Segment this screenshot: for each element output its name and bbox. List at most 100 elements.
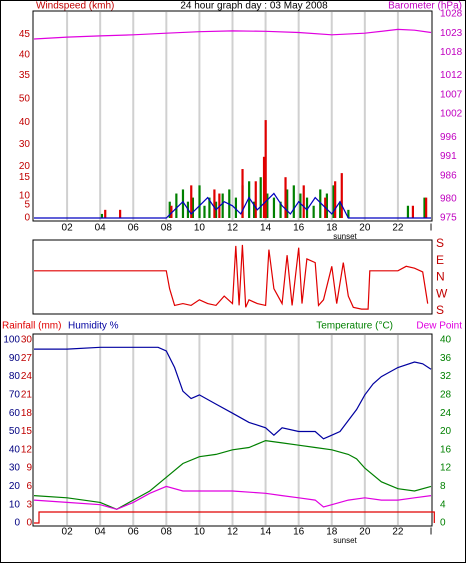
x-tick-label: 08: [161, 223, 173, 234]
bar: [292, 185, 295, 218]
y2-tick-label: 4: [440, 499, 446, 510]
y2-tick-label: 1002: [440, 109, 463, 120]
y2-tick-label: 1018: [440, 47, 463, 58]
x-tick-label: 16: [293, 223, 305, 234]
y2-tick-label: 980: [440, 193, 457, 204]
bar: [104, 209, 107, 218]
bar: [262, 156, 266, 218]
x-tick-label: 04: [95, 223, 107, 234]
y-tick-label: 90: [9, 353, 21, 364]
y2-tick-label: 975: [440, 213, 457, 224]
y2-tick-label: 40: [440, 335, 452, 346]
y2-tick-label: 20: [440, 426, 452, 437]
x-tick-label: 22: [392, 223, 404, 234]
series-line: [34, 244, 429, 310]
x-tick-label: 12: [227, 527, 239, 538]
bar: [203, 205, 206, 218]
y-tick-label: 15: [19, 172, 31, 183]
y-tick-label: 30: [19, 139, 31, 150]
y-tick-label: 20: [9, 481, 21, 492]
bar: [259, 177, 262, 218]
chart-title: 24 hour graph day : 03 May 2008: [180, 1, 328, 12]
y2-tick-label: 32: [440, 371, 452, 382]
bar: [175, 193, 178, 218]
bar: [272, 197, 276, 218]
bar: [234, 197, 238, 218]
y2-tick-label: N: [436, 270, 445, 284]
y-tick-label: 40: [19, 117, 31, 128]
bar: [334, 181, 337, 218]
x-tick-label: 20: [359, 527, 371, 538]
x-tick-label: 12: [227, 223, 239, 234]
y-tick-label: 10: [19, 191, 31, 202]
y3-tick-label: 30: [21, 335, 33, 346]
x-tick-label: 10: [194, 527, 206, 538]
bar: [266, 193, 269, 218]
series-line: [34, 346, 432, 440]
y2-tick-label: S: [436, 303, 444, 317]
x-tick-label: 16: [293, 527, 305, 538]
x-tick-label: 02: [62, 527, 74, 538]
y2-tick-label: E: [436, 253, 444, 267]
bar: [423, 197, 426, 218]
bar: [248, 181, 251, 218]
y-tick-label: 60: [9, 408, 21, 419]
series-line: [33, 28, 432, 40]
y2-tick-label: 36: [440, 353, 452, 364]
y-tick-label: 0: [14, 518, 20, 529]
bar: [425, 197, 428, 218]
y2-tick-label: 996: [440, 132, 457, 143]
y2-tick-label: 1007: [440, 89, 463, 100]
bar: [411, 205, 415, 218]
bar: [253, 201, 256, 218]
x-tick-label: 06: [128, 223, 140, 234]
y-tick-label: 50: [9, 426, 21, 437]
x-tick-label: 06: [128, 527, 140, 538]
y2-tick-label: 986: [440, 170, 457, 181]
bar: [284, 177, 287, 218]
bar: [221, 193, 224, 218]
x-tick-label: 02: [62, 223, 74, 234]
bar: [305, 197, 309, 218]
y2-tick-label: 0: [440, 518, 446, 529]
bar: [181, 189, 185, 218]
bar: [325, 193, 328, 218]
y2-tick-label: S: [436, 236, 444, 250]
y2-tick-label: 8: [440, 481, 446, 492]
y3-tick-label: 21: [21, 390, 33, 401]
y-tick-label: 35: [19, 70, 31, 81]
series-line: [33, 439, 432, 510]
bar: [406, 205, 410, 218]
bar: [340, 173, 343, 218]
windspeed-label: Windspeed (kmh): [36, 1, 114, 12]
y3-tick-label: 27: [21, 353, 33, 364]
bar: [339, 201, 342, 218]
bar: [286, 189, 289, 218]
x-tick-label: I: [430, 527, 433, 538]
y2-tick-label: 1028: [440, 9, 463, 20]
bar: [279, 201, 282, 218]
bar: [264, 120, 267, 218]
annotation: sunset: [333, 232, 357, 241]
bar: [198, 185, 201, 218]
x-tick-label: 18: [326, 223, 338, 234]
y-tick-label: 50: [19, 94, 31, 105]
series-line: [33, 485, 432, 510]
bar: [100, 213, 104, 218]
bar: [347, 209, 350, 218]
x-tick-label: I: [430, 223, 433, 234]
bar: [319, 189, 322, 218]
x-tick-label: 08: [161, 527, 173, 538]
x-tick-label: 04: [95, 527, 107, 538]
y3-tick-label: 12: [21, 444, 33, 455]
bar: [191, 197, 194, 218]
x-tick-label: 20: [359, 223, 371, 234]
y3-tick-label: 6: [26, 481, 32, 492]
y-tick-label: 10: [9, 499, 21, 510]
x-tick-label: 22: [392, 527, 404, 538]
bar: [213, 189, 216, 218]
y2-tick-label: 24: [440, 408, 452, 419]
bar: [312, 205, 315, 218]
y2-tick-label: 1023: [440, 28, 463, 39]
legend-entry: Temperature (°C): [316, 321, 393, 332]
